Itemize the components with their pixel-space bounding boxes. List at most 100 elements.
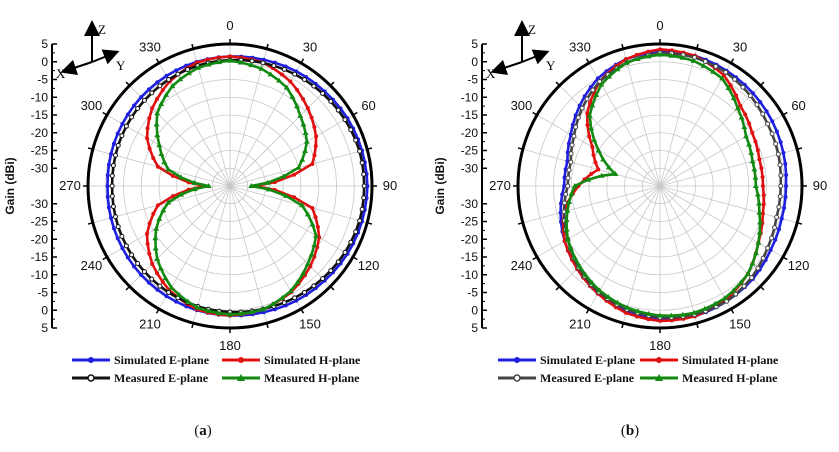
data-point [755,239,762,245]
legend-label: Simulated E-plane [540,353,636,367]
grid-spoke [129,85,231,187]
data-point [589,171,594,176]
ring-tick [352,256,358,261]
r-tick-label: -25 [461,215,479,229]
data-point [734,93,739,98]
data-point [700,62,707,68]
data-point [568,159,574,165]
data-point [587,134,592,139]
x-arrow [490,59,523,76]
data-point [165,199,172,205]
legend-item-meas-h-a: Measured H-plane [222,371,360,385]
data-point [109,152,114,157]
ring-tick [696,43,699,50]
ring-tick [87,147,94,150]
data-point [112,214,118,220]
data-point [566,167,572,173]
data-point [109,183,115,189]
data-point [772,225,778,231]
data-point [773,237,778,242]
data-point [158,150,165,156]
data-point [147,116,152,121]
data-point [353,137,359,143]
angle-label: 60 [791,98,805,113]
data-point [160,88,165,93]
data-point [164,294,169,299]
data-point [115,142,121,148]
ring-tick [532,111,538,116]
data-point [292,71,298,77]
data-point [730,95,737,101]
data-point [348,127,354,133]
data-point [753,139,758,144]
angle-labels-b: 0 30 60 90 120 150 180 210 240 270 300 330 [489,18,827,353]
data-point [152,245,159,251]
data-point [111,141,116,146]
grid-spoke [659,114,784,187]
data-point [562,184,567,188]
data-point [357,148,363,154]
legend-item-sim-e-a: Simulated E-plane [72,353,210,367]
data-point [575,115,581,121]
data-point [743,133,750,139]
angle-label: 210 [139,317,161,332]
data-point [153,225,160,231]
angle-label: 270 [59,178,81,193]
data-point [152,235,159,241]
x-arrow [60,59,93,76]
data-point [312,124,317,129]
ring-tick [155,58,160,64]
data-point [598,81,605,87]
data-point [109,215,114,220]
data-point [646,317,651,322]
r-tick-label: 0 [471,55,478,69]
data-point [757,157,762,162]
data-point [313,232,320,238]
r-tick-label: -15 [31,250,49,264]
ring-tick [352,111,358,116]
data-point [154,132,161,138]
data-point [191,179,198,185]
data-point [281,300,287,306]
data-point [565,175,571,181]
data-point [744,270,751,276]
legend-label: Simulated H-plane [682,353,779,367]
legend-a: Simulated E-plane Simulated H-plane Meas… [72,353,361,385]
data-point [571,133,577,139]
data-point [335,107,341,113]
data-point [191,186,198,192]
data-point [783,161,788,166]
data-point [301,96,306,101]
data-point [174,68,179,73]
r-tick-label: -15 [31,108,49,122]
data-point [309,115,314,120]
data-point [315,225,320,230]
legend-label: Simulated H-plane [264,353,361,367]
data-point [758,99,763,104]
angle-label: 0 [656,18,663,33]
data-point [752,250,759,256]
data-point [308,251,315,257]
r-tick-label: -15 [461,108,479,122]
grid-spoke [192,48,231,187]
grid-spoke [192,185,231,324]
data-point [566,199,573,205]
data-point [658,47,662,52]
data-point [342,249,348,255]
data-point [299,202,306,208]
data-point [163,91,170,97]
ring-tick [266,43,269,50]
data-point [185,66,191,72]
data-point [144,231,149,236]
data-point [292,195,297,200]
data-point [249,309,256,315]
data-point [571,254,578,260]
grid-spoke [659,148,798,187]
ring-tick [366,222,373,225]
data-point [166,289,172,295]
data-point [590,144,595,149]
data-point [756,209,763,215]
grid-spoke [229,185,354,258]
data-point [342,117,348,123]
data-point [135,105,141,111]
